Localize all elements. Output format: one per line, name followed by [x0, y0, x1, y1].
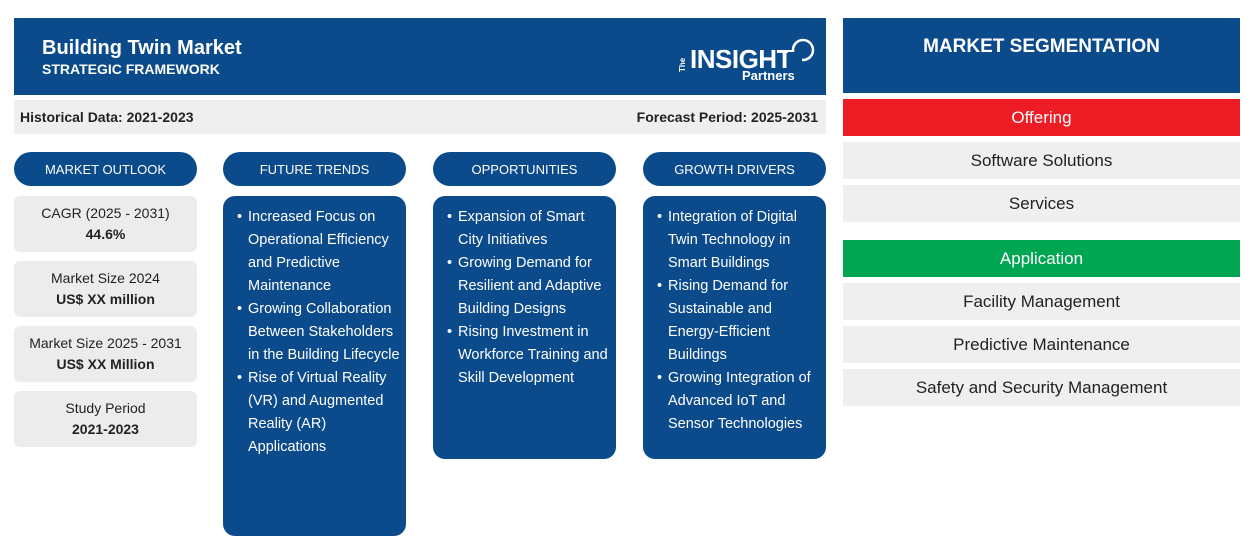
stat-value: US$ XX Million	[56, 356, 155, 372]
logo-insight-text: INSIGHT	[690, 44, 792, 74]
growth-drivers-list: Integration of Digital Twin Technology i…	[657, 206, 820, 436]
market-size-2024-stat: Market Size 2024 US$ XX million	[14, 261, 197, 317]
logo-arc-icon	[788, 38, 815, 66]
segment-item: Safety and Security Management	[843, 369, 1240, 406]
study-period-stat: Study Period 2021-2023	[14, 391, 197, 447]
report-title: Building Twin Market	[42, 37, 242, 59]
future-trends-card: Increased Focus on Operational Efficienc…	[223, 196, 406, 536]
list-item: Expansion of Smart City Initiatives	[447, 206, 610, 252]
stat-value: 44.6%	[85, 226, 126, 242]
list-item: Rise of Virtual Reality (VR) and Augment…	[237, 367, 400, 459]
logo-the-text: The	[678, 57, 687, 72]
segment-item: Services	[843, 185, 1240, 222]
market-segmentation-title: MARKET SEGMENTATION	[843, 18, 1240, 93]
insight-partners-logo: The INSIGHT Partners	[670, 36, 820, 86]
list-item: Rising Demand for Sustainable and Energy…	[657, 275, 820, 367]
stat-label: Market Size 2024	[51, 270, 160, 286]
cagr-stat: CAGR (2025 - 2031) 44.6%	[14, 196, 197, 252]
opportunities-card: Expansion of Smart City Initiatives Grow…	[433, 196, 616, 459]
stat-value: 2021-2023	[72, 421, 139, 437]
opportunities-header: OPPORTUNITIES	[433, 152, 616, 186]
list-item: Growing Demand for Resilient and Adaptiv…	[447, 252, 610, 321]
report-subtitle: STRATEGIC FRAMEWORK	[42, 61, 220, 77]
segment-offering-header: Offering	[843, 99, 1240, 136]
segment-item: Predictive Maintenance	[843, 326, 1240, 363]
future-trends-list: Increased Focus on Operational Efficienc…	[237, 206, 400, 459]
market-outlook-header: MARKET OUTLOOK	[14, 152, 197, 186]
list-item: Growing Integration of Advanced IoT and …	[657, 367, 820, 436]
logo-partners-text: Partners	[742, 68, 795, 83]
stat-label: CAGR (2025 - 2031)	[41, 205, 170, 221]
forecast-period-label: Forecast Period: 2025-2031	[636, 109, 818, 125]
stat-label: Market Size 2025 - 2031	[29, 335, 182, 351]
future-trends-header: FUTURE TRENDS	[223, 152, 406, 186]
segment-item: Facility Management	[843, 283, 1240, 320]
list-item: Growing Collaboration Between Stakeholde…	[237, 298, 400, 367]
period-bar: Historical Data: 2021-2023 Forecast Peri…	[14, 100, 826, 134]
report-header: Building Twin Market STRATEGIC FRAMEWORK…	[14, 18, 826, 95]
segment-item: Software Solutions	[843, 142, 1240, 179]
growth-drivers-header: GROWTH DRIVERS	[643, 152, 826, 186]
opportunities-list: Expansion of Smart City Initiatives Grow…	[447, 206, 610, 390]
segment-application-header: Application	[843, 240, 1240, 277]
list-item: Integration of Digital Twin Technology i…	[657, 206, 820, 275]
list-item: Increased Focus on Operational Efficienc…	[237, 206, 400, 298]
market-size-forecast-stat: Market Size 2025 - 2031 US$ XX Million	[14, 326, 197, 382]
stat-label: Study Period	[65, 400, 146, 416]
stat-value: US$ XX million	[56, 291, 155, 307]
list-item: Rising Investment in Workforce Training …	[447, 321, 610, 390]
historical-data-label: Historical Data: 2021-2023	[20, 109, 194, 125]
growth-drivers-card: Integration of Digital Twin Technology i…	[643, 196, 826, 459]
